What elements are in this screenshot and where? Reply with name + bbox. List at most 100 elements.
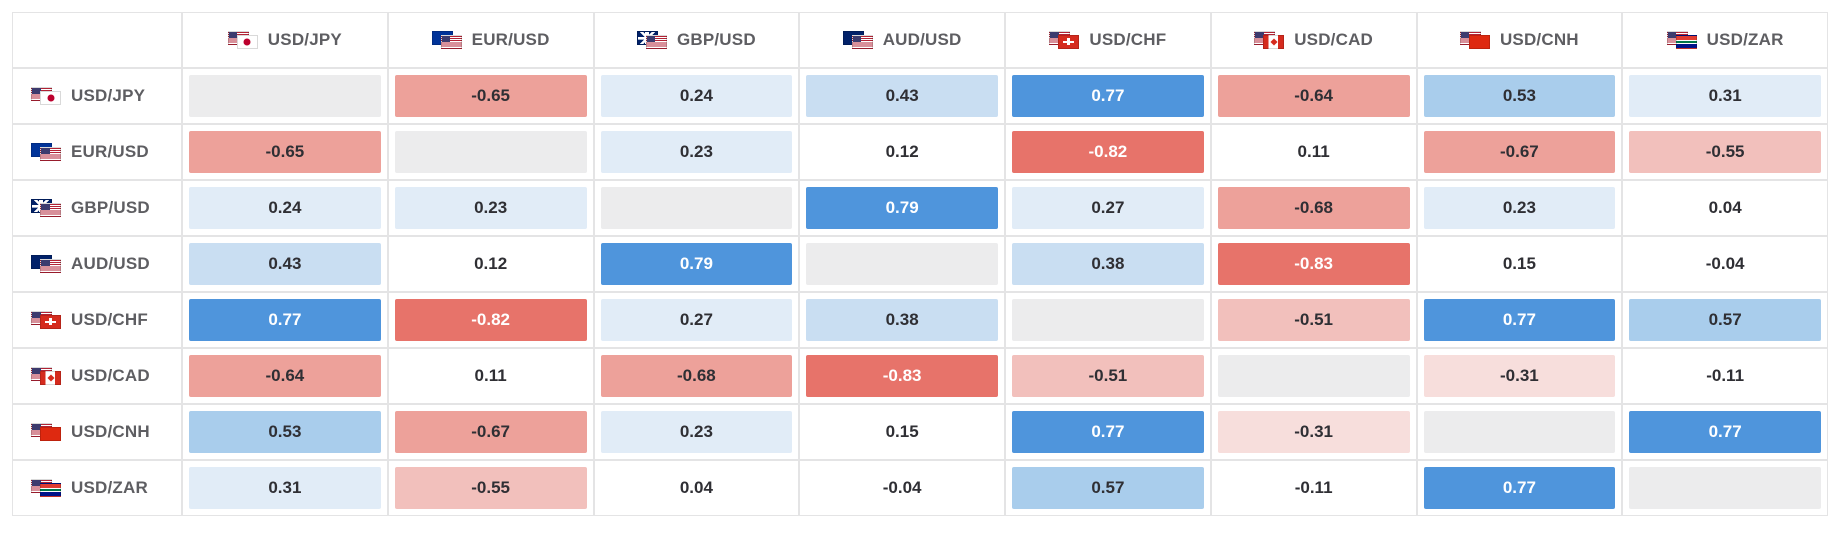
flag-us-icon <box>646 35 667 49</box>
cell-value: 0.11 <box>395 355 587 397</box>
row-header: USD/JPY <box>12 68 182 124</box>
cell-value: 0.23 <box>601 411 793 453</box>
flag-pair-icon <box>1460 31 1490 49</box>
cell-value: -0.31 <box>1424 355 1616 397</box>
flag-cn-icon <box>40 427 61 441</box>
cell-value: 0.57 <box>1629 299 1821 341</box>
cell-value: 0.77 <box>1012 75 1204 117</box>
cell-value: 0.53 <box>189 411 381 453</box>
matrix-cell: -0.67 <box>1417 124 1623 180</box>
matrix-cell <box>799 236 1005 292</box>
table-row: GBP/USD0.240.230.790.27-0.680.230.04 <box>12 180 1828 236</box>
matrix-cell: -0.51 <box>1211 292 1417 348</box>
cell-value: 0.77 <box>1012 411 1204 453</box>
cell-value: 0.24 <box>601 75 793 117</box>
matrix-cell: -0.83 <box>799 348 1005 404</box>
row-header: USD/CAD <box>12 348 182 404</box>
cell-value: -0.04 <box>806 467 998 509</box>
flag-cn-icon <box>1469 35 1490 49</box>
matrix-cell: -0.51 <box>1005 348 1211 404</box>
cell-value: -0.64 <box>189 355 381 397</box>
matrix-cell: 0.57 <box>1005 460 1211 516</box>
correlation-matrix: USD/JPYEUR/USDGBP/USDAUD/USDUSD/CHFUSD/C… <box>12 12 1828 516</box>
matrix-cell: 0.12 <box>799 124 1005 180</box>
row-header: EUR/USD <box>12 124 182 180</box>
pair-label: GBP/USD <box>71 198 150 218</box>
pair-label: USD/ZAR <box>1707 30 1784 50</box>
flag-us-icon <box>40 203 61 217</box>
matrix-cell: 0.77 <box>1005 404 1211 460</box>
matrix-cell: 0.04 <box>594 460 800 516</box>
flag-pair-icon <box>1049 31 1079 49</box>
cell-value: 0.79 <box>601 243 793 285</box>
row-header: USD/ZAR <box>12 460 182 516</box>
matrix-cell <box>1211 348 1417 404</box>
col-header: AUD/USD <box>799 12 1005 68</box>
table-row: USD/CHF0.77-0.820.270.38-0.510.770.57 <box>12 292 1828 348</box>
matrix-cell: 0.38 <box>799 292 1005 348</box>
pair-label: EUR/USD <box>472 30 550 50</box>
cell-value: 0.27 <box>601 299 793 341</box>
cell-value <box>601 187 793 229</box>
matrix-cell: -0.67 <box>388 404 594 460</box>
row-header: GBP/USD <box>12 180 182 236</box>
cell-value: 0.23 <box>601 131 793 173</box>
cell-value: 0.04 <box>601 467 793 509</box>
matrix-cell: -0.31 <box>1417 348 1623 404</box>
cell-value: -0.82 <box>1012 131 1204 173</box>
pair-label: USD/JPY <box>268 30 342 50</box>
cell-value: 0.24 <box>189 187 381 229</box>
row-header: USD/CNH <box>12 404 182 460</box>
matrix-cell: -0.65 <box>182 124 388 180</box>
pair-label: AUD/USD <box>71 254 150 274</box>
matrix-cell: 0.43 <box>182 236 388 292</box>
cell-value <box>806 243 998 285</box>
flag-pair-icon <box>31 311 61 329</box>
matrix-cell: 0.15 <box>1417 236 1623 292</box>
pair-label: AUD/USD <box>883 30 962 50</box>
matrix-cell: 0.11 <box>1211 124 1417 180</box>
pair-label: USD/CAD <box>71 366 150 386</box>
cell-value: 0.15 <box>806 411 998 453</box>
table-row: AUD/USD0.430.120.790.38-0.830.15-0.04 <box>12 236 1828 292</box>
matrix-cell <box>1005 292 1211 348</box>
pair-label: GBP/USD <box>677 30 756 50</box>
cell-value: 0.27 <box>1012 187 1204 229</box>
row-header: AUD/USD <box>12 236 182 292</box>
flag-ca-icon <box>1263 35 1284 49</box>
col-header: EUR/USD <box>388 12 594 68</box>
cell-value <box>395 131 587 173</box>
col-header: USD/ZAR <box>1622 12 1828 68</box>
cell-value: 0.31 <box>1629 75 1821 117</box>
cell-value: -0.68 <box>1218 187 1410 229</box>
flag-pair-icon <box>31 199 61 217</box>
cell-value: 0.04 <box>1629 187 1821 229</box>
cell-value: 0.77 <box>1424 467 1616 509</box>
cell-value: -0.55 <box>395 467 587 509</box>
matrix-cell: 0.27 <box>1005 180 1211 236</box>
matrix-cell <box>1622 460 1828 516</box>
flag-jp-icon <box>237 35 258 49</box>
flag-pair-icon <box>843 31 873 49</box>
matrix-cell <box>1417 404 1623 460</box>
matrix-cell: -0.64 <box>182 348 388 404</box>
col-header: USD/CAD <box>1211 12 1417 68</box>
table-row: USD/ZAR0.31-0.550.04-0.040.57-0.110.77 <box>12 460 1828 516</box>
cell-value: 0.12 <box>395 243 587 285</box>
matrix-cell: 0.24 <box>594 68 800 124</box>
matrix-cell: 0.57 <box>1622 292 1828 348</box>
matrix-cell: 0.77 <box>1005 68 1211 124</box>
matrix-cell: -0.11 <box>1622 348 1828 404</box>
flag-us-icon <box>40 259 61 273</box>
matrix-cell: 0.53 <box>182 404 388 460</box>
flag-pair-icon <box>1667 31 1697 49</box>
matrix-cell: 0.38 <box>1005 236 1211 292</box>
cell-value: 0.23 <box>1424 187 1616 229</box>
matrix-cell: 0.31 <box>182 460 388 516</box>
flag-us-icon <box>852 35 873 49</box>
flag-za-icon <box>40 483 61 497</box>
cell-value: 0.43 <box>189 243 381 285</box>
matrix-cell: -0.04 <box>799 460 1005 516</box>
cell-value: -0.55 <box>1629 131 1821 173</box>
matrix-cell: 0.79 <box>799 180 1005 236</box>
